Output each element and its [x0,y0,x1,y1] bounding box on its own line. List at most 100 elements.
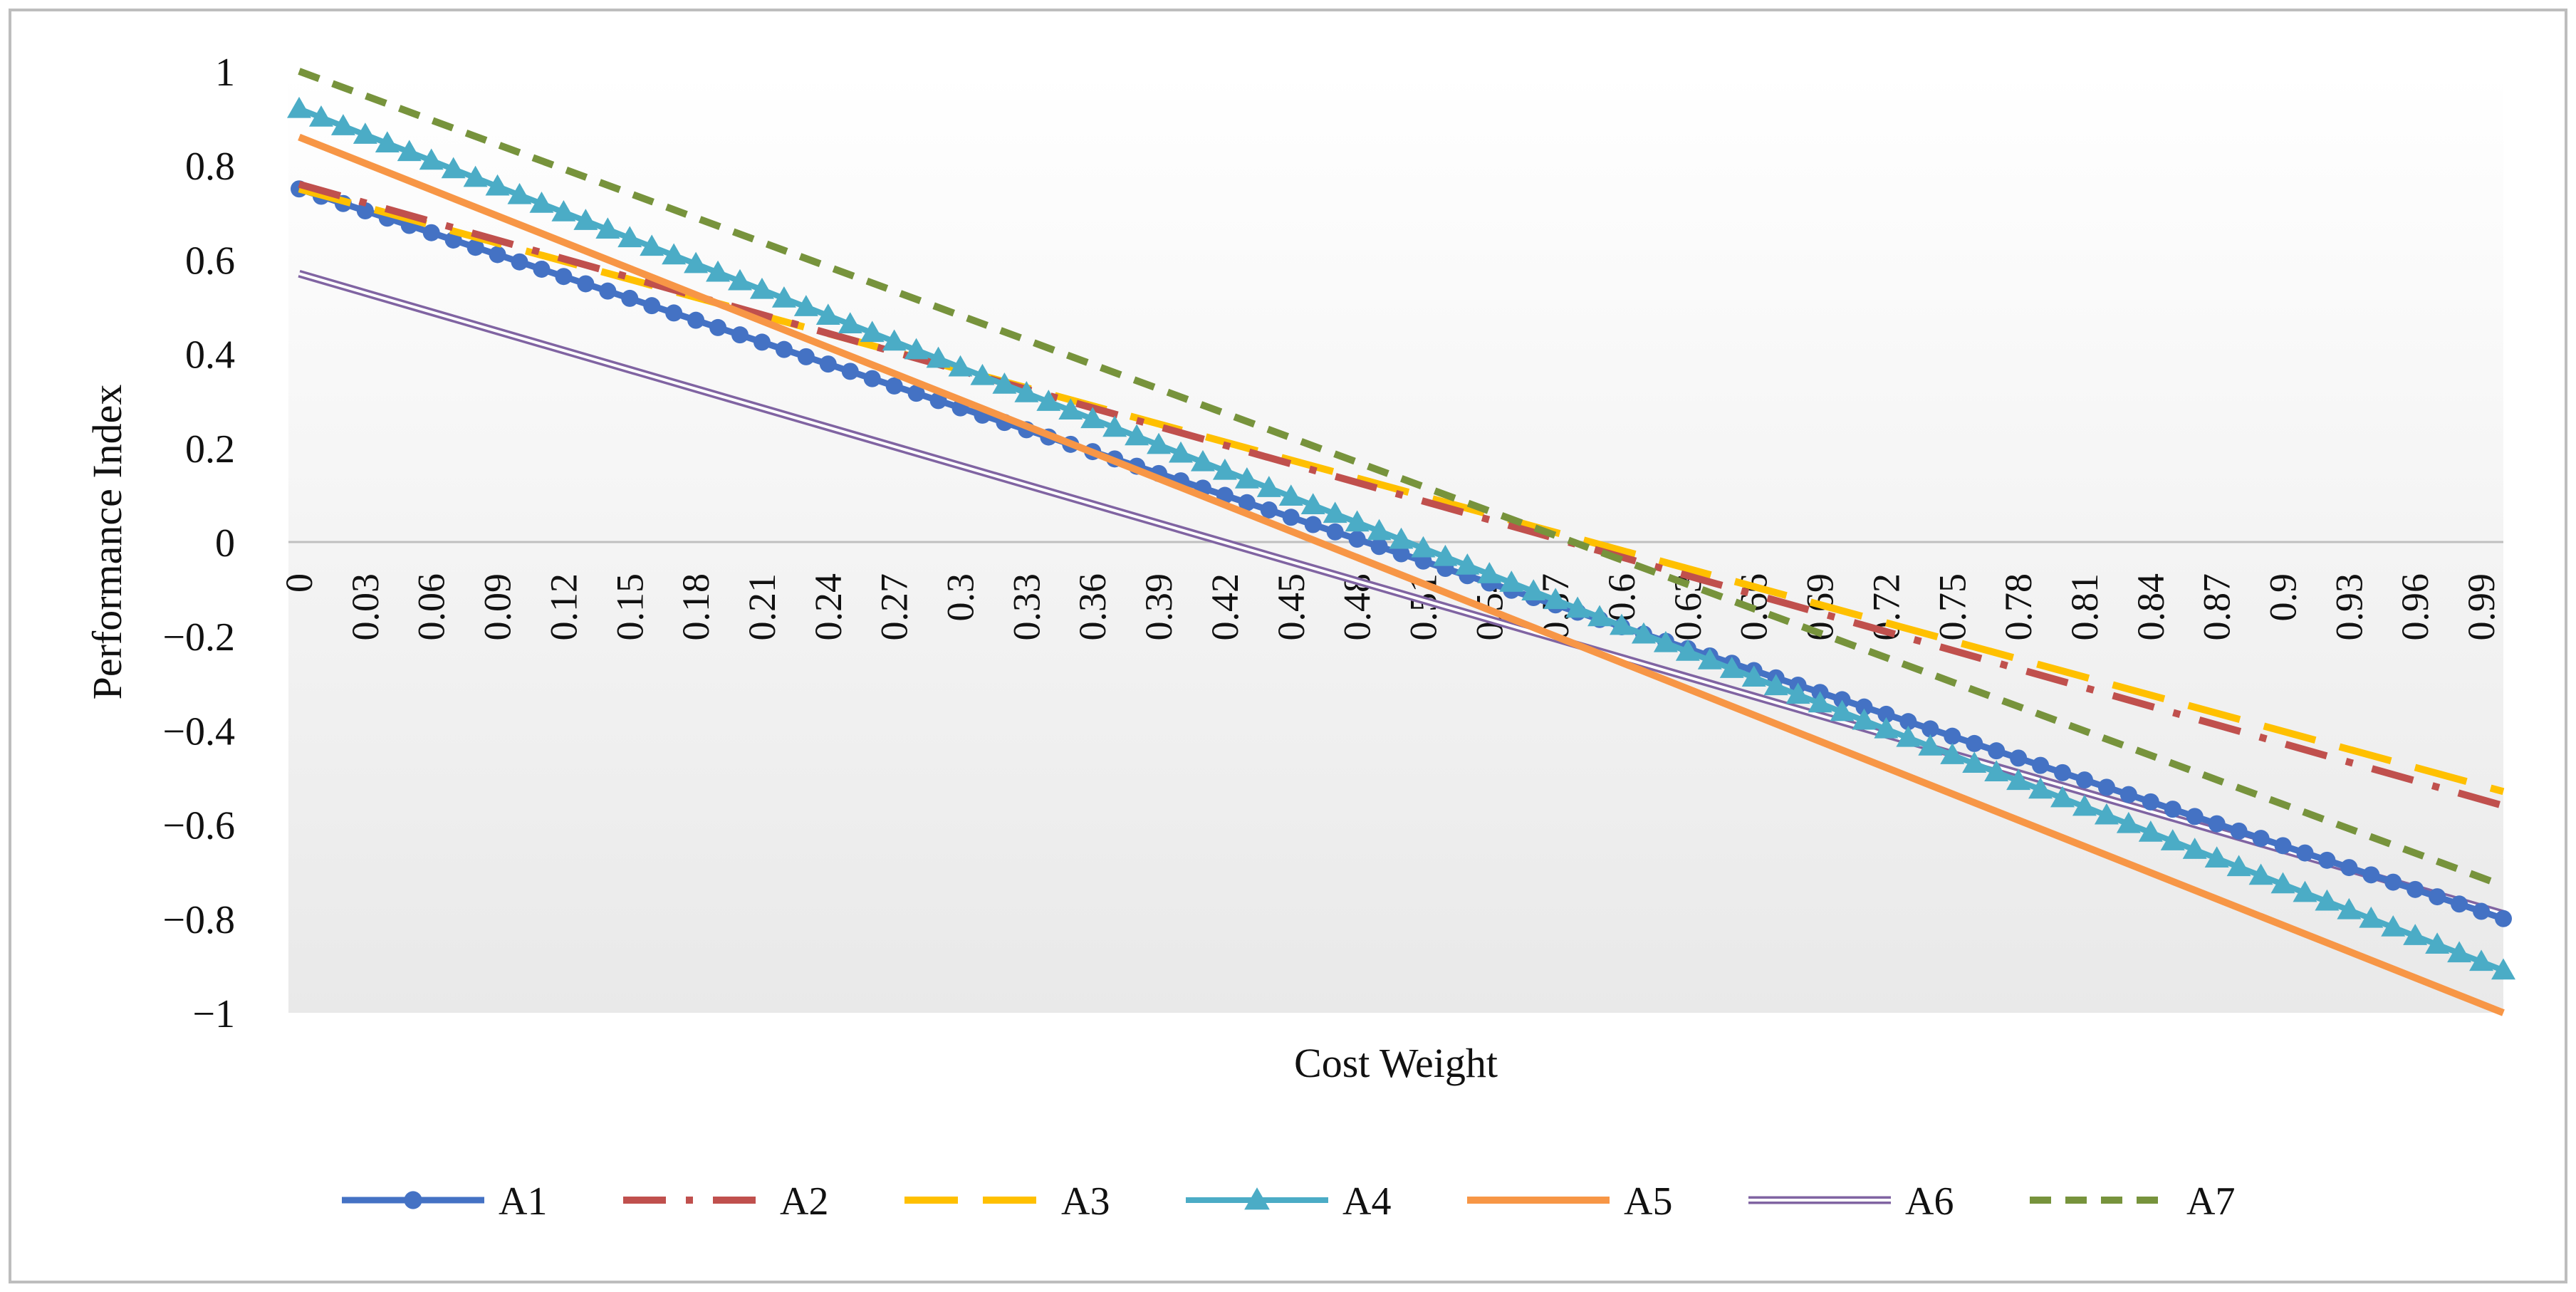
data-point [1345,510,1370,532]
data-point [1212,458,1237,480]
data-point [1921,720,1939,738]
x-tick-label: 0.27 [873,573,916,641]
data-point [1899,713,1917,731]
data-point [551,200,576,222]
data-point [1455,553,1480,575]
series-a2 [298,180,2505,809]
data-point [1808,691,1832,713]
data-point [1675,639,1700,661]
data-point [819,355,837,373]
data-point [330,114,355,135]
series-a4 [287,96,2515,980]
data-point [775,340,793,358]
data-point [2226,855,2251,877]
data-point [753,333,771,351]
series-a3 [298,185,2505,796]
x-tick-label: 0.21 [741,573,783,641]
data-point [665,304,683,322]
x-tick-label: 0.24 [807,573,850,641]
y-tick-label: −0.2 [162,615,235,660]
data-point [466,239,484,256]
data-point [2337,897,2362,919]
data-point [1389,527,1414,549]
data-point [1260,501,1278,519]
data-point [555,268,573,286]
legend-label: A7 [2186,1179,2235,1224]
x-tick-label: 0.09 [476,573,519,641]
data-point [2381,915,2406,937]
data-point [838,312,862,334]
data-point [595,217,620,239]
data-point [2296,844,2314,862]
y-tick-label: −0.8 [162,898,235,942]
data-point [2050,786,2075,808]
data-point [2362,866,2380,884]
data-point [2340,859,2358,877]
y-tick-label: 0.8 [185,145,235,189]
x-tick-label: 0.6 [1600,573,1643,622]
x-tick-label: 0.75 [1931,573,1973,641]
x-tick-label: 0.36 [1071,573,1114,641]
data-point [577,275,595,293]
y-tick-label: −0.4 [162,709,235,754]
data-point [1855,698,1873,716]
data-point [2384,873,2402,891]
data-point [771,286,796,308]
data-point [684,251,709,273]
data-point [2182,838,2207,859]
data-point [2252,830,2270,848]
data-point [731,326,749,344]
data-point [1477,562,1502,583]
y-tick-label: −0.6 [162,804,235,848]
data-point [2119,786,2137,803]
data-point [2138,820,2163,842]
data-point [2164,801,2181,818]
data-point [1896,725,1921,747]
x-tick-label: 0.33 [1005,573,1048,641]
x-tick-label: 0.18 [674,573,717,641]
x-tick-label: 0 [278,573,320,593]
x-tick-label: 0.78 [1997,573,2040,641]
data-point [1370,538,1388,556]
legend-label: A4 [1342,1179,1391,1224]
data-point [2204,846,2229,868]
series-a6 [298,269,2505,918]
data-point [2116,811,2141,833]
x-tick-label: 0.99 [2460,573,2503,641]
data-point [1326,523,1344,541]
data-point [1852,708,1877,730]
data-point [356,202,374,219]
data-point [815,303,840,325]
data-point [1392,545,1410,563]
data-point [2097,778,2115,796]
y-tick-label: 0.4 [185,333,235,377]
data-point [1874,717,1899,739]
x-tick-label: 0.93 [2327,573,2370,641]
data-point [2315,889,2340,911]
data-point [463,165,488,187]
data-point [863,370,881,387]
data-point [1080,407,1105,429]
y-tick-label: 0.2 [185,427,235,472]
y-axis-title: Performance Index [84,385,130,700]
x-axis-title: Cost Weight [1294,1040,1498,1086]
data-point [1543,588,1568,610]
x-tick-label: 0.84 [2129,573,2172,641]
data-point [1833,691,1851,709]
y-tick-label: 0 [215,521,235,566]
data-point [2248,863,2273,885]
data-point [885,377,903,395]
legend-item-a2: A2 [623,1179,828,1224]
data-point [643,297,661,315]
data-point [2274,837,2292,855]
legend: A1 A2 A3 A4 A5 A6 A7 [342,1179,2235,1224]
data-point [2142,793,2159,811]
data-point [287,96,311,118]
data-point [1304,516,1322,533]
data-point [1147,432,1172,454]
data-point [1300,493,1325,515]
data-point [841,363,859,380]
data-point [1587,605,1612,627]
data-point [621,289,639,307]
